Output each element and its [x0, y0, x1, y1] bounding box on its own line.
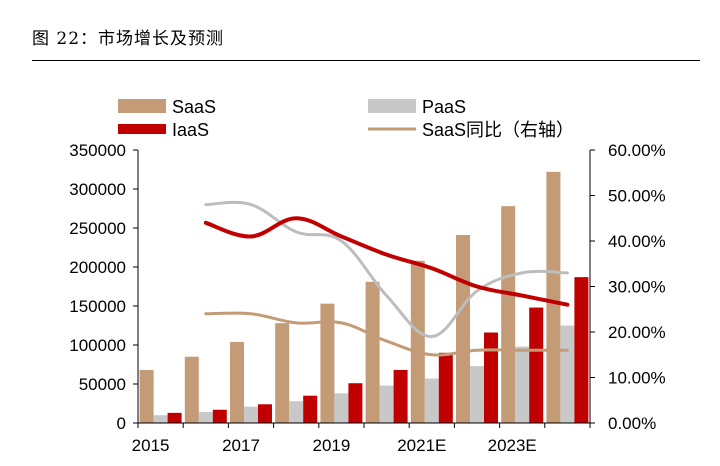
figure-caption: 图 22：市场增长及预测: [32, 29, 225, 49]
bar-paas: [334, 393, 349, 423]
y2-tick-label: 10.00%: [608, 369, 666, 388]
bar-paas: [424, 378, 439, 423]
y-tick-label: 250000: [69, 219, 126, 238]
bar-saas: [365, 281, 380, 423]
legend-swatch: [118, 124, 166, 134]
legend-label: IaaS: [172, 120, 209, 140]
y-tick-label: 100000: [69, 336, 126, 355]
y-tick-label: 200000: [69, 258, 126, 277]
bar-saas: [139, 369, 154, 423]
bar-iaas: [438, 352, 453, 423]
y2-tick-label: 40.00%: [608, 232, 666, 251]
bar-saas: [546, 171, 561, 423]
y-tick-label: 350000: [69, 141, 126, 160]
y2-tick-label: 50.00%: [608, 187, 666, 206]
bar-paas: [289, 401, 304, 423]
bar-iaas: [574, 277, 589, 423]
bar-saas: [456, 235, 470, 423]
legend-label: PaaS: [422, 97, 466, 117]
legend-saas: SaaS: [118, 97, 216, 117]
y-tick-label: 150000: [69, 297, 126, 316]
third-yoy-line: [203, 216, 570, 307]
x-tick-label: 2023E: [488, 436, 537, 455]
y2-tick-label: 20.00%: [608, 323, 666, 342]
bar-iaas: [258, 404, 272, 423]
second-yoy-line: [204, 200, 569, 339]
y-tick-label: 300000: [69, 180, 126, 199]
bar-saas: [501, 206, 516, 423]
bar-paas: [198, 412, 213, 423]
legend-paas: PaaS: [368, 97, 466, 117]
legend-saas-yoy: SaaS同比（右轴）: [368, 120, 574, 140]
x-tick-label: 2021E: [397, 436, 446, 455]
bar-paas: [470, 366, 484, 423]
y2-tick-label: 30.00%: [608, 278, 666, 297]
bar-saas: [410, 260, 425, 423]
bar-paas: [153, 415, 168, 423]
legend-label: SaaS: [172, 97, 216, 117]
bar-iaas: [484, 332, 498, 423]
bar-iaas: [529, 307, 544, 423]
legend-swatch: [368, 99, 416, 113]
bar-saas: [320, 303, 335, 423]
bar-iaas: [393, 369, 408, 423]
bar-iaas: [167, 412, 182, 423]
legend-label: SaaS同比（右轴）: [422, 120, 574, 140]
bar-iaas: [303, 395, 318, 423]
bar-saas: [184, 356, 199, 423]
bar-paas: [244, 406, 258, 423]
bar-paas: [379, 385, 394, 423]
saas-yoy-line: [204, 311, 569, 357]
y-tick-label: 50000: [79, 375, 126, 394]
bar-paas: [515, 346, 530, 423]
x-tick-label: 2017: [222, 436, 260, 455]
caption-divider: [32, 60, 700, 61]
x-tick-label: 2019: [312, 436, 350, 455]
y-tick-label: 0: [117, 414, 126, 433]
legend-iaas: IaaS: [118, 120, 209, 140]
y2-tick-label: 60.00%: [608, 141, 666, 160]
bar-saas: [275, 323, 290, 423]
bar-paas: [560, 325, 575, 423]
y2-tick-label: 0.00%: [608, 414, 656, 433]
bar-iaas: [212, 409, 227, 423]
bar-saas: [230, 341, 244, 423]
bar-iaas: [348, 383, 363, 423]
x-tick-label: 2015: [132, 436, 170, 455]
legend-swatch: [118, 99, 166, 113]
